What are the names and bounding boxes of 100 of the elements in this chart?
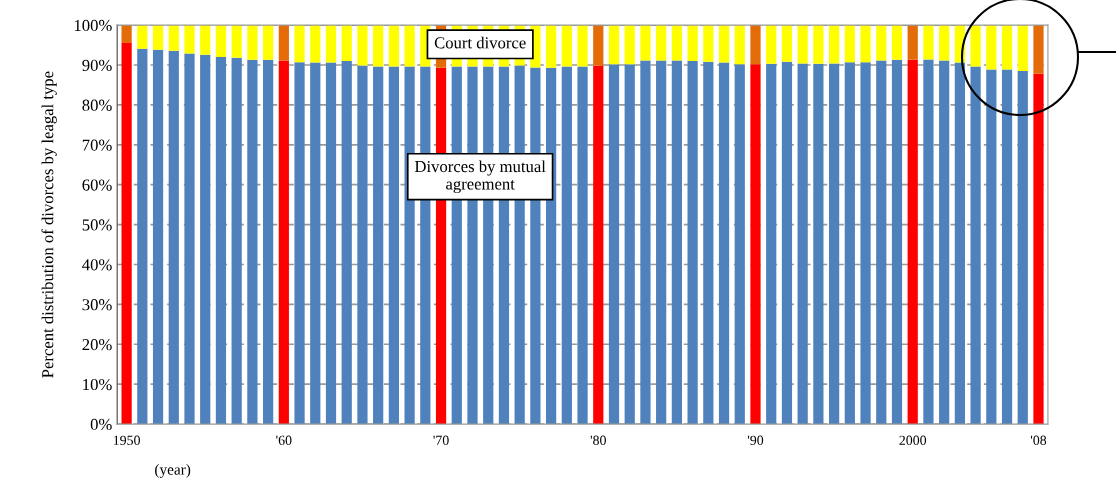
bar — [546, 25, 557, 68]
bar — [718, 25, 730, 63]
bar — [923, 25, 934, 60]
y-tick-label: 90% — [82, 59, 112, 72]
y-tick-label: 40% — [82, 259, 112, 271]
bar — [1017, 25, 1028, 71]
bar — [766, 63, 777, 425]
bar — [656, 25, 667, 61]
bar — [750, 64, 761, 425]
bar — [341, 25, 352, 62]
bar — [797, 63, 808, 425]
bar — [734, 25, 745, 65]
bar — [813, 25, 824, 64]
bar — [561, 66, 572, 425]
bar — [844, 25, 855, 63]
bar — [687, 61, 698, 425]
bar — [373, 25, 384, 67]
bar — [310, 62, 321, 425]
bar — [200, 25, 211, 55]
bar — [718, 62, 730, 425]
annotation: Court divorce — [434, 36, 526, 49]
bar — [263, 59, 274, 425]
bar — [577, 25, 588, 67]
bar — [357, 65, 368, 425]
y-tick-label: 60% — [82, 179, 112, 191]
y-tick-label: 100% — [74, 19, 112, 32]
bar — [388, 66, 399, 425]
bar — [671, 25, 682, 61]
y-tick-label: 80% — [82, 99, 112, 111]
bar — [608, 25, 620, 65]
bar — [152, 49, 164, 425]
bar — [640, 60, 651, 425]
bar — [781, 61, 793, 425]
bar — [907, 59, 918, 425]
bar — [828, 63, 840, 425]
bar — [200, 54, 211, 425]
bar — [373, 66, 384, 425]
bar — [294, 25, 305, 63]
bar — [357, 25, 368, 66]
bar — [891, 59, 903, 425]
bar — [970, 25, 981, 67]
bar — [624, 64, 635, 425]
x-tick-label: '80 — [590, 435, 606, 445]
bar — [876, 60, 887, 425]
bar — [687, 25, 698, 62]
y-tick-label: 50% — [82, 219, 112, 231]
x-axis-title: (year) — [155, 463, 191, 478]
bar — [923, 59, 934, 425]
bar — [1033, 73, 1044, 425]
bar — [1001, 25, 1013, 70]
bar — [813, 63, 824, 425]
bar — [703, 61, 714, 425]
bar — [1001, 69, 1013, 425]
bar — [184, 25, 195, 54]
bar — [561, 25, 572, 67]
bar — [137, 48, 148, 425]
x-tick-label: '90 — [747, 435, 764, 445]
bar — [137, 25, 148, 49]
bar — [231, 25, 242, 58]
bar — [577, 66, 588, 425]
bar — [986, 25, 997, 70]
y-tick-label: 0% — [90, 418, 112, 431]
bar — [907, 25, 918, 60]
bar — [1017, 71, 1028, 425]
bar — [939, 25, 950, 61]
bar — [986, 69, 997, 425]
bar — [640, 25, 651, 61]
y-tick-label: 20% — [82, 338, 112, 351]
x-tick-label: 2000 — [899, 435, 927, 445]
bar — [184, 53, 195, 425]
bar — [247, 25, 258, 60]
bar — [860, 25, 871, 63]
bar — [215, 25, 227, 58]
bar — [168, 50, 179, 425]
bar — [781, 25, 793, 62]
bar — [954, 62, 965, 425]
bar — [844, 62, 855, 425]
annotation: Divorces by mutual agreement — [414, 160, 546, 194]
bar — [325, 25, 337, 63]
bar — [341, 61, 352, 425]
bar — [734, 64, 745, 425]
y-tick-label: 70% — [82, 139, 112, 151]
bar — [168, 25, 179, 51]
bar — [593, 25, 604, 66]
bar — [152, 25, 164, 50]
bar — [310, 25, 321, 63]
bar — [750, 25, 761, 65]
bar — [388, 25, 399, 67]
bar — [766, 25, 777, 64]
bar — [294, 62, 305, 425]
bar — [247, 59, 258, 425]
y-axis-title: Percent distribution of divorces by leagal type — [41, 71, 57, 378]
bar — [1033, 25, 1044, 74]
y-tick-label: 30% — [82, 299, 112, 311]
bar — [891, 25, 903, 60]
bar — [860, 62, 871, 425]
bar — [828, 25, 840, 64]
bar — [263, 25, 274, 60]
bar — [215, 57, 227, 425]
bar — [703, 25, 714, 62]
